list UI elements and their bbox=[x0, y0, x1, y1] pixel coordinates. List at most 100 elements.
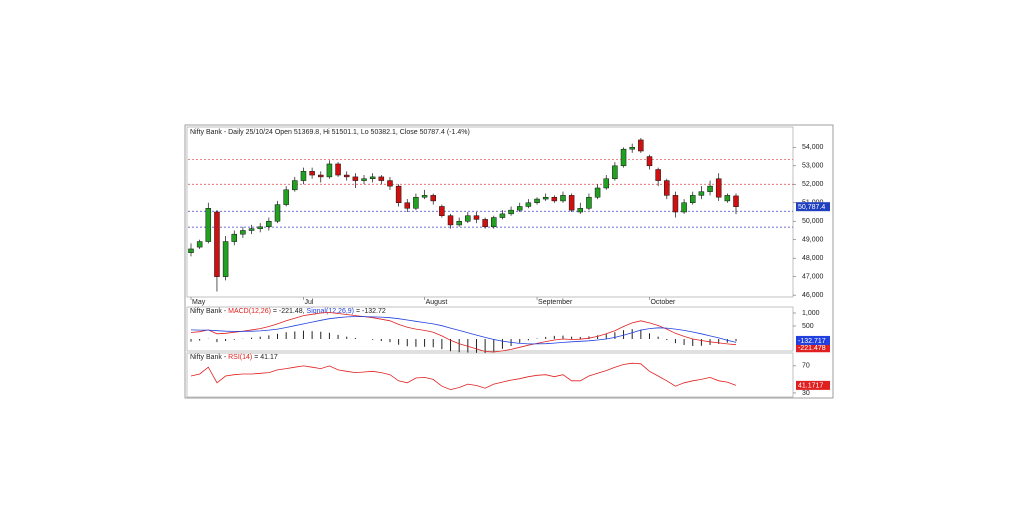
candle-body bbox=[620, 148, 627, 167]
candle-body bbox=[413, 196, 419, 209]
candle-body bbox=[698, 191, 705, 196]
y-tick-label: 49,000 bbox=[802, 237, 824, 244]
macd-title: Nifty Bank - MACD(12,26) = -221.48, Sign… bbox=[190, 308, 386, 315]
candle-body bbox=[387, 180, 393, 187]
candle-body bbox=[188, 248, 194, 253]
price-panel bbox=[186, 126, 794, 298]
last-value-label: -132.717 bbox=[798, 338, 826, 345]
candle-body bbox=[430, 195, 436, 202]
x-tick-label: August bbox=[426, 299, 448, 306]
y-tick-label: 30 bbox=[802, 390, 810, 397]
candle-body bbox=[309, 171, 315, 176]
y-tick-label: 500 bbox=[802, 323, 814, 330]
candle-body bbox=[724, 195, 731, 202]
y-tick-label: 48,000 bbox=[802, 255, 824, 262]
candle-body bbox=[733, 195, 739, 207]
candle-body bbox=[326, 163, 333, 178]
y-tick-label: 1,000 bbox=[802, 310, 820, 317]
candle-body bbox=[482, 219, 488, 228]
candle-body bbox=[715, 178, 722, 198]
macd-readout: = -221.48, bbox=[271, 308, 307, 315]
candle-body bbox=[447, 215, 454, 226]
candle-body bbox=[465, 215, 471, 222]
candle-body bbox=[231, 233, 238, 242]
x-tick-label: October bbox=[650, 299, 676, 306]
candle-body bbox=[300, 171, 307, 181]
y-tick-label: 46,000 bbox=[802, 292, 824, 299]
legend-signal: Signal(12,26,9) bbox=[307, 308, 354, 315]
candle-body bbox=[491, 217, 497, 228]
y-tick-label: 52,000 bbox=[802, 181, 824, 188]
candle-body bbox=[456, 220, 462, 226]
rsi-panel bbox=[186, 352, 794, 398]
candle-body bbox=[369, 176, 376, 179]
candle-body bbox=[257, 226, 263, 229]
candle-body bbox=[214, 211, 220, 277]
candle-body bbox=[240, 230, 246, 235]
candle-body bbox=[205, 208, 212, 242]
rsi-title: Nifty Bank - RSI(14) = 41.17 bbox=[190, 354, 278, 361]
candle-body bbox=[594, 187, 601, 198]
y-tick-label: 53,000 bbox=[802, 163, 824, 170]
candle-body bbox=[439, 206, 445, 216]
legend-rsi: RSI(14) bbox=[228, 354, 252, 361]
candle-body bbox=[638, 139, 644, 152]
candle-body bbox=[534, 198, 540, 204]
x-tick-label: Jul bbox=[304, 299, 313, 306]
candle-body bbox=[395, 185, 402, 204]
candle-body bbox=[283, 189, 289, 205]
series-line bbox=[190, 316, 737, 345]
frame bbox=[184, 124, 834, 399]
x-tick-label: May bbox=[192, 299, 206, 306]
candle-body bbox=[266, 220, 272, 228]
candle-body bbox=[248, 228, 255, 231]
candle-body bbox=[318, 174, 324, 178]
y-tick-label: 54,000 bbox=[802, 144, 824, 151]
candle-body bbox=[378, 176, 385, 181]
candle-body bbox=[274, 204, 281, 222]
candle-body bbox=[222, 241, 229, 277]
legend-macd: MACD(12,26) bbox=[228, 308, 271, 315]
candle-body bbox=[292, 180, 298, 191]
candle-body bbox=[508, 209, 514, 215]
last-value-label: -221.478 bbox=[798, 345, 826, 352]
candle-body bbox=[612, 165, 618, 179]
candle-body bbox=[196, 241, 203, 248]
candle-body bbox=[568, 195, 575, 211]
candle-body bbox=[361, 178, 367, 181]
candle-body bbox=[664, 180, 670, 196]
rsi-title-prefix: Nifty Bank - bbox=[190, 354, 228, 361]
candle-body bbox=[404, 202, 411, 209]
candle-body bbox=[551, 196, 558, 202]
y-tick-label: 70 bbox=[802, 363, 810, 370]
candle-body bbox=[335, 163, 341, 176]
candle-body bbox=[352, 176, 359, 181]
last-value-box bbox=[796, 202, 830, 212]
candle-body bbox=[646, 156, 653, 167]
candle-body bbox=[525, 202, 532, 207]
candle-body bbox=[586, 196, 592, 209]
candle-body bbox=[689, 195, 696, 204]
y-tick-label: 50,000 bbox=[802, 218, 824, 225]
series-line bbox=[190, 362, 737, 391]
candle-body bbox=[516, 206, 523, 211]
candle-body bbox=[707, 185, 713, 192]
candle-body bbox=[473, 215, 480, 220]
candle-body bbox=[577, 208, 584, 213]
candle-body bbox=[655, 169, 661, 181]
candle-body bbox=[499, 213, 506, 218]
last-value-box bbox=[796, 343, 830, 353]
x-tick-label: September bbox=[538, 299, 573, 306]
series-line bbox=[190, 312, 737, 353]
macd-panel bbox=[186, 306, 794, 352]
candle-body bbox=[672, 195, 679, 213]
last-value-label: 41.1717 bbox=[798, 383, 823, 390]
candle-body bbox=[603, 178, 609, 189]
signal-readout: = -132.72 bbox=[354, 308, 386, 315]
macd-title-prefix: Nifty Bank - bbox=[190, 308, 228, 315]
candle-body bbox=[421, 195, 428, 198]
candle-body bbox=[343, 174, 350, 178]
candle-body bbox=[681, 202, 687, 213]
